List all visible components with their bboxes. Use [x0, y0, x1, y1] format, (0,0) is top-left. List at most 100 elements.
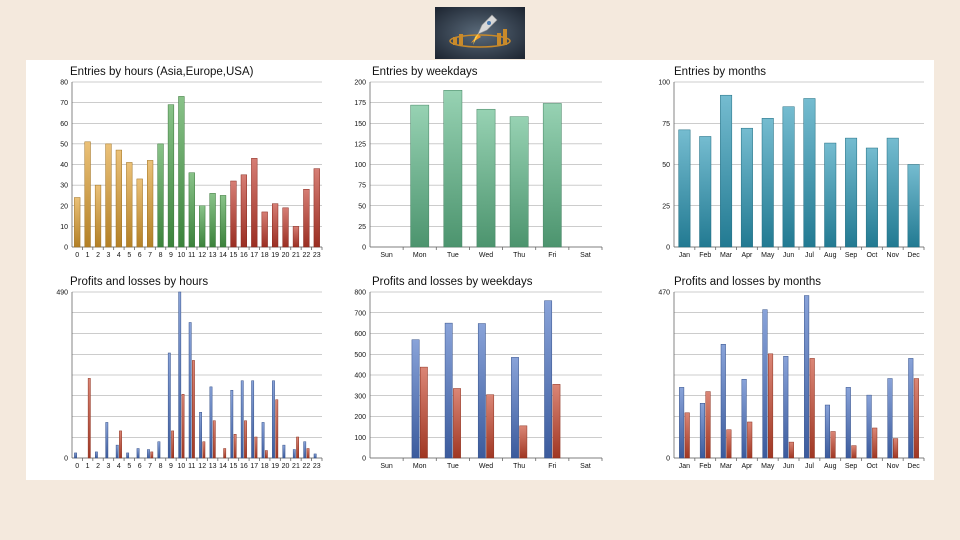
x-tick-label: 9: [169, 463, 173, 470]
bar-0: [74, 197, 81, 248]
x-tick-label: Nov: [887, 463, 900, 470]
bar-loss-19: [275, 399, 279, 459]
x-tick-label: Apr: [741, 463, 753, 470]
bar-loss-4: [119, 430, 122, 459]
bar-22: [303, 189, 310, 248]
x-tick-label: 14: [219, 463, 227, 470]
bar-loss-10: [181, 394, 185, 459]
x-tick-label: Wed: [479, 463, 493, 470]
y-tick-label: 0: [666, 245, 670, 252]
bar-profit-Nov: [887, 378, 893, 459]
x-tick-label: Jan: [679, 252, 690, 259]
x-tick-label: 19: [271, 252, 279, 259]
x-tick-label: Jul: [805, 463, 814, 470]
bar-Nov: [886, 137, 899, 248]
y-tick-label: 30: [60, 183, 68, 190]
bar-profit-23: [313, 453, 317, 459]
x-tick-label: 20: [282, 463, 290, 470]
bar-7: [147, 160, 154, 248]
bar-21: [292, 226, 300, 248]
y-tick-label: 400: [354, 373, 366, 380]
y-tick-label: 0: [362, 245, 366, 252]
bar-Thu: [509, 116, 529, 248]
x-tick-label: Oct: [866, 252, 877, 259]
y-tick-label: 175: [354, 100, 366, 107]
bar-profit-3: [105, 422, 109, 459]
bar-profit-Mon: [411, 339, 420, 459]
bar-loss-21: [296, 436, 300, 459]
bar-loss-Wed: [486, 394, 495, 459]
bar-loss-Mon: [419, 366, 428, 459]
bar-loss-15: [233, 434, 237, 459]
bar-Jan: [678, 129, 691, 248]
x-tick-label: 16: [240, 252, 248, 259]
x-tick-label: 3: [107, 252, 111, 259]
y-tick-label: 100: [354, 162, 366, 169]
bar-profit-11: [188, 322, 192, 459]
x-tick-label: Jun: [783, 252, 794, 259]
x-tick-label: 18: [261, 252, 269, 259]
bar-Sep: [845, 137, 858, 248]
y-tick-label: 50: [662, 162, 670, 169]
bar-23: [313, 168, 320, 248]
x-tick-label: Aug: [824, 252, 837, 259]
y-tick-label: 470: [658, 290, 670, 297]
x-tick-label: 4: [117, 463, 121, 470]
x-tick-label: Jul: [805, 252, 814, 259]
bar-loss-14: [223, 448, 227, 459]
x-tick-label: 0: [75, 252, 79, 259]
bar-1: [84, 141, 91, 248]
profits-losses-by-hours-chart: Profits and losses by hours 0 490 0 1 2 3 4 5 6 7…: [38, 270, 328, 478]
y-tick-label: 600: [354, 331, 366, 338]
bar-profit-Jun: [783, 356, 789, 459]
x-tick-label: Sep: [845, 463, 858, 470]
bar-loss-Apr: [747, 421, 753, 459]
y-tick-label: 75: [662, 121, 670, 128]
x-tick-label: Sun: [380, 252, 393, 259]
bar-9: [167, 104, 175, 248]
y-tick-label: 50: [60, 141, 68, 148]
bar-loss-11: [192, 360, 195, 459]
x-tick-label: 7: [148, 463, 152, 470]
bar-16: [240, 174, 247, 248]
x-tick-label: Feb: [699, 463, 711, 470]
profits-losses-by-weekdays-svg: Profits and losses by weekdays 0 100 200 30…: [354, 276, 603, 470]
bar-profit-20: [282, 444, 286, 459]
bar-profit-17: [251, 380, 255, 459]
bar-14: [219, 195, 227, 248]
bar-loss-Dec: [913, 378, 919, 459]
bar-loss-Thu: [519, 425, 528, 459]
y-tick-label: 10: [60, 224, 68, 231]
x-tick-label: Apr: [741, 252, 753, 259]
x-tick-label: 21: [292, 252, 300, 259]
bar-19: [272, 203, 279, 248]
chart-title: Profits and losses by months: [674, 276, 821, 288]
x-tick-label: Dec: [907, 463, 920, 470]
bar-loss-18: [264, 450, 268, 459]
x-tick-label: 11: [188, 463, 195, 470]
x-tick-label: 1: [86, 463, 90, 470]
bar-10: [178, 96, 185, 248]
profits-losses-by-months-chart: Profits and losses by months 0 470 Jan Feb M…: [640, 270, 930, 478]
profits-losses-by-months-svg: Profits and losses by months 0 470 Jan Feb M…: [658, 276, 925, 470]
bar-Mon: [410, 104, 430, 248]
bar-profit-Apr: [741, 378, 747, 459]
bar-loss-Jan: [684, 412, 690, 459]
entries-by-months-svg: Entries by months 0 25 50 75 100 Jan Feb Mar Apr…: [658, 66, 925, 259]
x-tick-label: 17: [250, 463, 258, 470]
bar-loss-16: [244, 420, 247, 459]
x-tick-label: 9: [169, 252, 173, 259]
x-tick-label: Wed: [479, 252, 493, 259]
bar-loss-Nov: [893, 438, 899, 459]
x-tick-label: 19: [271, 463, 279, 470]
bar-loss-13: [212, 420, 216, 459]
bar-profit-Dec: [908, 358, 914, 459]
bar-Wed: [476, 108, 496, 248]
y-tick-label: 50: [358, 203, 366, 210]
bar-profit-13: [209, 386, 213, 459]
x-tick-label: Sat: [580, 252, 591, 259]
bar-Dec: [907, 164, 920, 248]
bar-profit-21: [292, 449, 296, 459]
bar-profit-16: [240, 380, 244, 459]
bar-2: [94, 184, 102, 248]
